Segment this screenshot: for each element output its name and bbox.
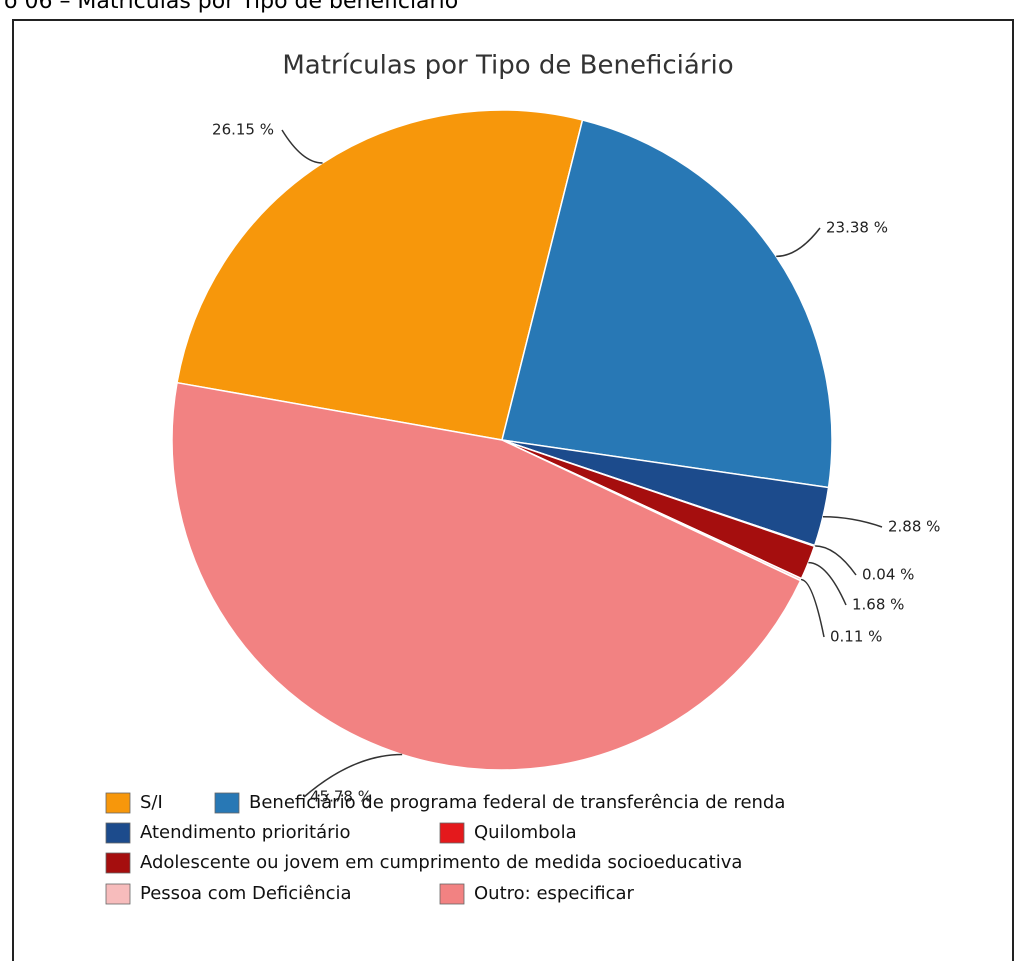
leader-line (800, 578, 825, 638)
legend-swatch (214, 792, 240, 814)
legend-swatch (105, 822, 131, 844)
legend-label: S/I (140, 792, 163, 813)
legend-label: Pessoa com Deficiência (140, 883, 352, 904)
data-label: 45.78 % (310, 788, 372, 806)
legend-swatch (105, 792, 131, 814)
leader-line (808, 561, 847, 606)
legend-label: Atendimento prioritário (140, 822, 351, 843)
data-label: 0.11 % (830, 628, 882, 646)
pie-slice (171, 381, 802, 771)
pie-slice (501, 119, 833, 489)
legend-label: Outro: especificar (474, 883, 635, 904)
data-label: 2.88 % (888, 518, 940, 536)
data-label: 23.38 % (826, 219, 888, 237)
chart-title: Matrículas por Tipo de Beneficiário (282, 51, 733, 81)
leader-line (814, 545, 857, 576)
legend-swatch (439, 883, 465, 905)
leader-line (776, 227, 821, 258)
caption: o 06 – Matrículas por Tipo de beneficiár… (4, 0, 458, 14)
legend-swatch (105, 852, 131, 874)
leader-line (303, 753, 403, 798)
legend-label: Quilombola (474, 822, 577, 843)
data-label: 26.15 % (212, 121, 274, 139)
legend-swatch (105, 883, 131, 905)
legend-swatch (439, 822, 465, 844)
legend-label: Adolescente ou jovem em cumprimento de m… (140, 852, 742, 873)
legend-label: Beneficiário de programa federal de tran… (249, 792, 785, 813)
leader-line (822, 516, 883, 528)
data-label: 1.68 % (852, 596, 904, 614)
data-label: 0.04 % (862, 566, 914, 584)
frame (12, 19, 1014, 961)
leader-line (281, 129, 323, 164)
